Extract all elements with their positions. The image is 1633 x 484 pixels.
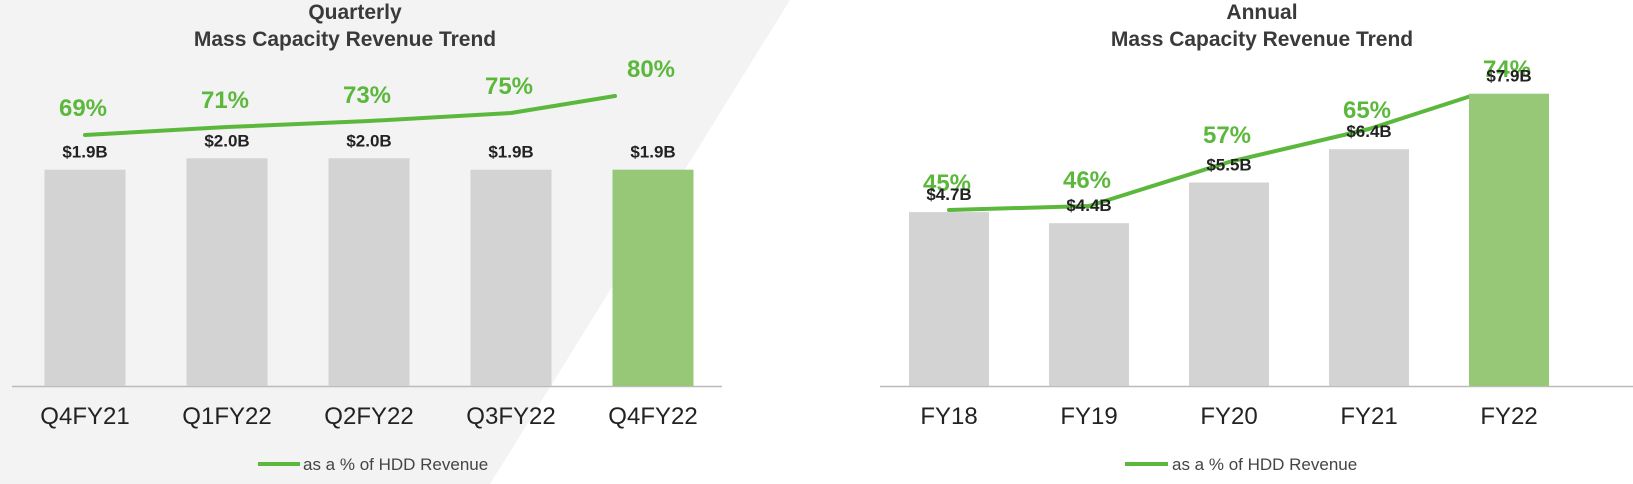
quarterly-percent-label: 80% <box>627 56 675 83</box>
quarterly-legend: as a % of HDD Revenue <box>258 455 488 474</box>
annual-title-line2: Mass Capacity Revenue Trend <box>1111 28 1413 51</box>
quarterly-percent-label: 75% <box>485 73 533 100</box>
annual-title-line1: Annual <box>1226 1 1297 24</box>
annual-bar <box>1469 93 1549 386</box>
quarterly-line-layer: 69% 71% 73% 75% 80% <box>59 56 675 137</box>
annual-legend: as a % of HDD Revenue <box>1125 455 1357 474</box>
quarterly-bar-value-label: $1.9B <box>630 143 675 162</box>
quarterly-legend-label: as a % of HDD Revenue <box>303 455 488 474</box>
quarterly-bar-value-label: $2.0B <box>204 131 249 150</box>
annual-bars-layer: $4.7B FY18 $4.4B FY19 $5.5B FY20 $6.4B FY21 $7.9… <box>880 67 1633 430</box>
annual-bar <box>1329 149 1409 386</box>
quarterly-bars-layer: $1.9B Q4FY21 $2.0B Q1FY22 $2.0B Q2FY22 $1.9B Q3… <box>12 131 722 430</box>
quarterly-percent-label: 69% <box>59 95 107 122</box>
quarterly-percent-label: 73% <box>343 82 391 109</box>
quarterly-bar <box>44 169 126 386</box>
quarterly-title-line2: Mass Capacity Revenue Trend <box>194 28 496 51</box>
annual-percent-label: 46% <box>1063 167 1111 194</box>
quarterly-bar-value-label: $1.9B <box>488 143 533 162</box>
annual-category-label: FY21 <box>1340 403 1397 430</box>
annual-bar <box>1189 182 1269 386</box>
quarterly-title-line1: Quarterly <box>308 1 402 24</box>
annual-category-label: FY20 <box>1200 403 1257 430</box>
quarterly-percent-label: 71% <box>201 87 249 114</box>
annual-bar <box>1049 223 1129 386</box>
annual-chart: Annual Mass Capacity Revenue Trend 45% 46… <box>880 1 1633 474</box>
quarterly-category-label: Q2FY22 <box>324 403 413 430</box>
annual-bar-value-label: $4.4B <box>1066 196 1111 215</box>
quarterly-category-label: Q1FY22 <box>182 403 271 430</box>
annual-category-label: FY18 <box>920 403 977 430</box>
annual-percent-label: 45% <box>923 170 971 197</box>
annual-bar <box>909 212 989 386</box>
annual-percent-label: 65% <box>1343 97 1391 124</box>
annual-line-layer: 45% 46% 57% 65% 74% <box>923 56 1531 212</box>
annual-category-label: FY22 <box>1480 403 1537 430</box>
annual-percent-line <box>947 94 1473 212</box>
quarterly-bar <box>612 169 694 386</box>
annual-percent-label: 57% <box>1203 122 1251 149</box>
quarterly-bar <box>186 158 268 386</box>
quarterly-bar-value-label: $2.0B <box>346 131 391 150</box>
quarterly-category-label: Q3FY22 <box>466 403 555 430</box>
quarterly-bar <box>328 158 410 386</box>
annual-bar-value-label: $6.4B <box>1346 122 1391 141</box>
quarterly-category-label: Q4FY22 <box>608 403 697 430</box>
annual-bar-value-label: $7.9B <box>1486 67 1531 86</box>
quarterly-bar <box>470 169 552 386</box>
annual-percent-label: 74% <box>1483 56 1531 83</box>
quarterly-bar-value-label: $1.9B <box>62 143 107 162</box>
quarterly-percent-line <box>83 94 617 137</box>
annual-bar-value-label: $5.5B <box>1206 156 1251 175</box>
annual-bar-value-label: $4.7B <box>926 185 971 204</box>
quarterly-chart: Quarterly Mass Capacity Revenue Trend 69… <box>12 1 722 474</box>
quarterly-category-label: Q4FY21 <box>40 403 129 430</box>
annual-legend-label: as a % of HDD Revenue <box>1172 455 1357 474</box>
annual-category-label: FY19 <box>1060 403 1117 430</box>
